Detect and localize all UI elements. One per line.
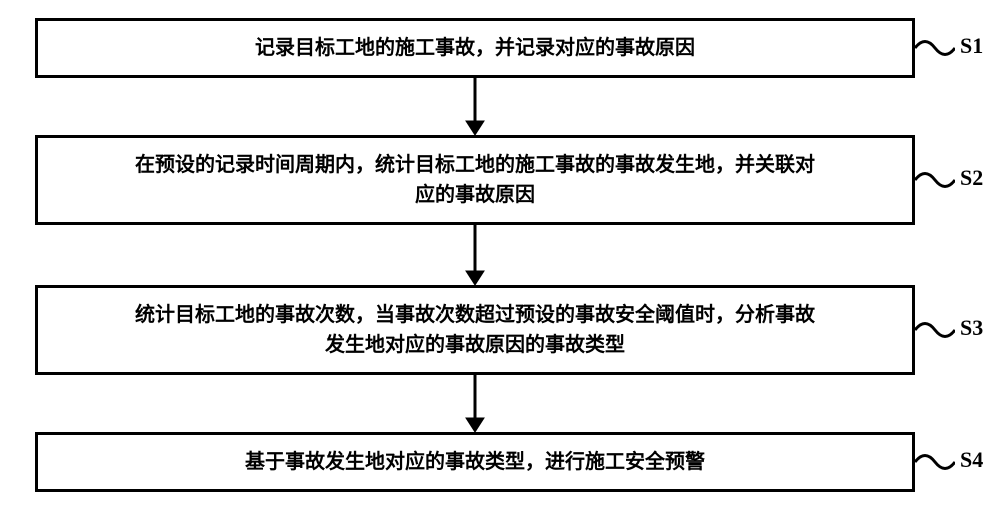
wave-connector-S1 xyxy=(915,34,955,62)
arrow-3 xyxy=(457,375,493,432)
step-label-S4: S4 xyxy=(960,447,983,473)
arrow-1 xyxy=(457,78,493,135)
step-box-S3: 统计目标工地的事故次数，当事故次数超过预设的事故安全阈值时，分析事故 发生地对应… xyxy=(35,285,915,375)
wave-connector-S2 xyxy=(915,166,955,194)
step-label-S3: S3 xyxy=(960,315,983,341)
step-text-S4: 基于事故发生地对应的事故类型，进行施工安全预警 xyxy=(245,447,705,477)
step-label-S1: S1 xyxy=(960,33,983,59)
step-text-S2: 在预设的记录时间周期内，统计目标工地的施工事故的事故发生地，并关联对 应的事故原… xyxy=(135,150,815,210)
step-box-S4: 基于事故发生地对应的事故类型，进行施工安全预警 xyxy=(35,432,915,492)
arrow-2 xyxy=(457,225,493,285)
flowchart-canvas: 记录目标工地的施工事故，并记录对应的事故原因 S1 在预设的记录时间周期内，统计目标… xyxy=(0,0,1000,511)
step-box-S1: 记录目标工地的施工事故，并记录对应的事故原因 xyxy=(35,18,915,78)
wave-connector-S3 xyxy=(915,316,955,344)
step-text-S3: 统计目标工地的事故次数，当事故次数超过预设的事故安全阈值时，分析事故 发生地对应… xyxy=(135,300,815,360)
step-box-S2: 在预设的记录时间周期内，统计目标工地的施工事故的事故发生地，并关联对 应的事故原… xyxy=(35,135,915,225)
step-text-S1: 记录目标工地的施工事故，并记录对应的事故原因 xyxy=(255,33,695,63)
wave-connector-S4 xyxy=(915,448,955,476)
step-label-S2: S2 xyxy=(960,165,983,191)
